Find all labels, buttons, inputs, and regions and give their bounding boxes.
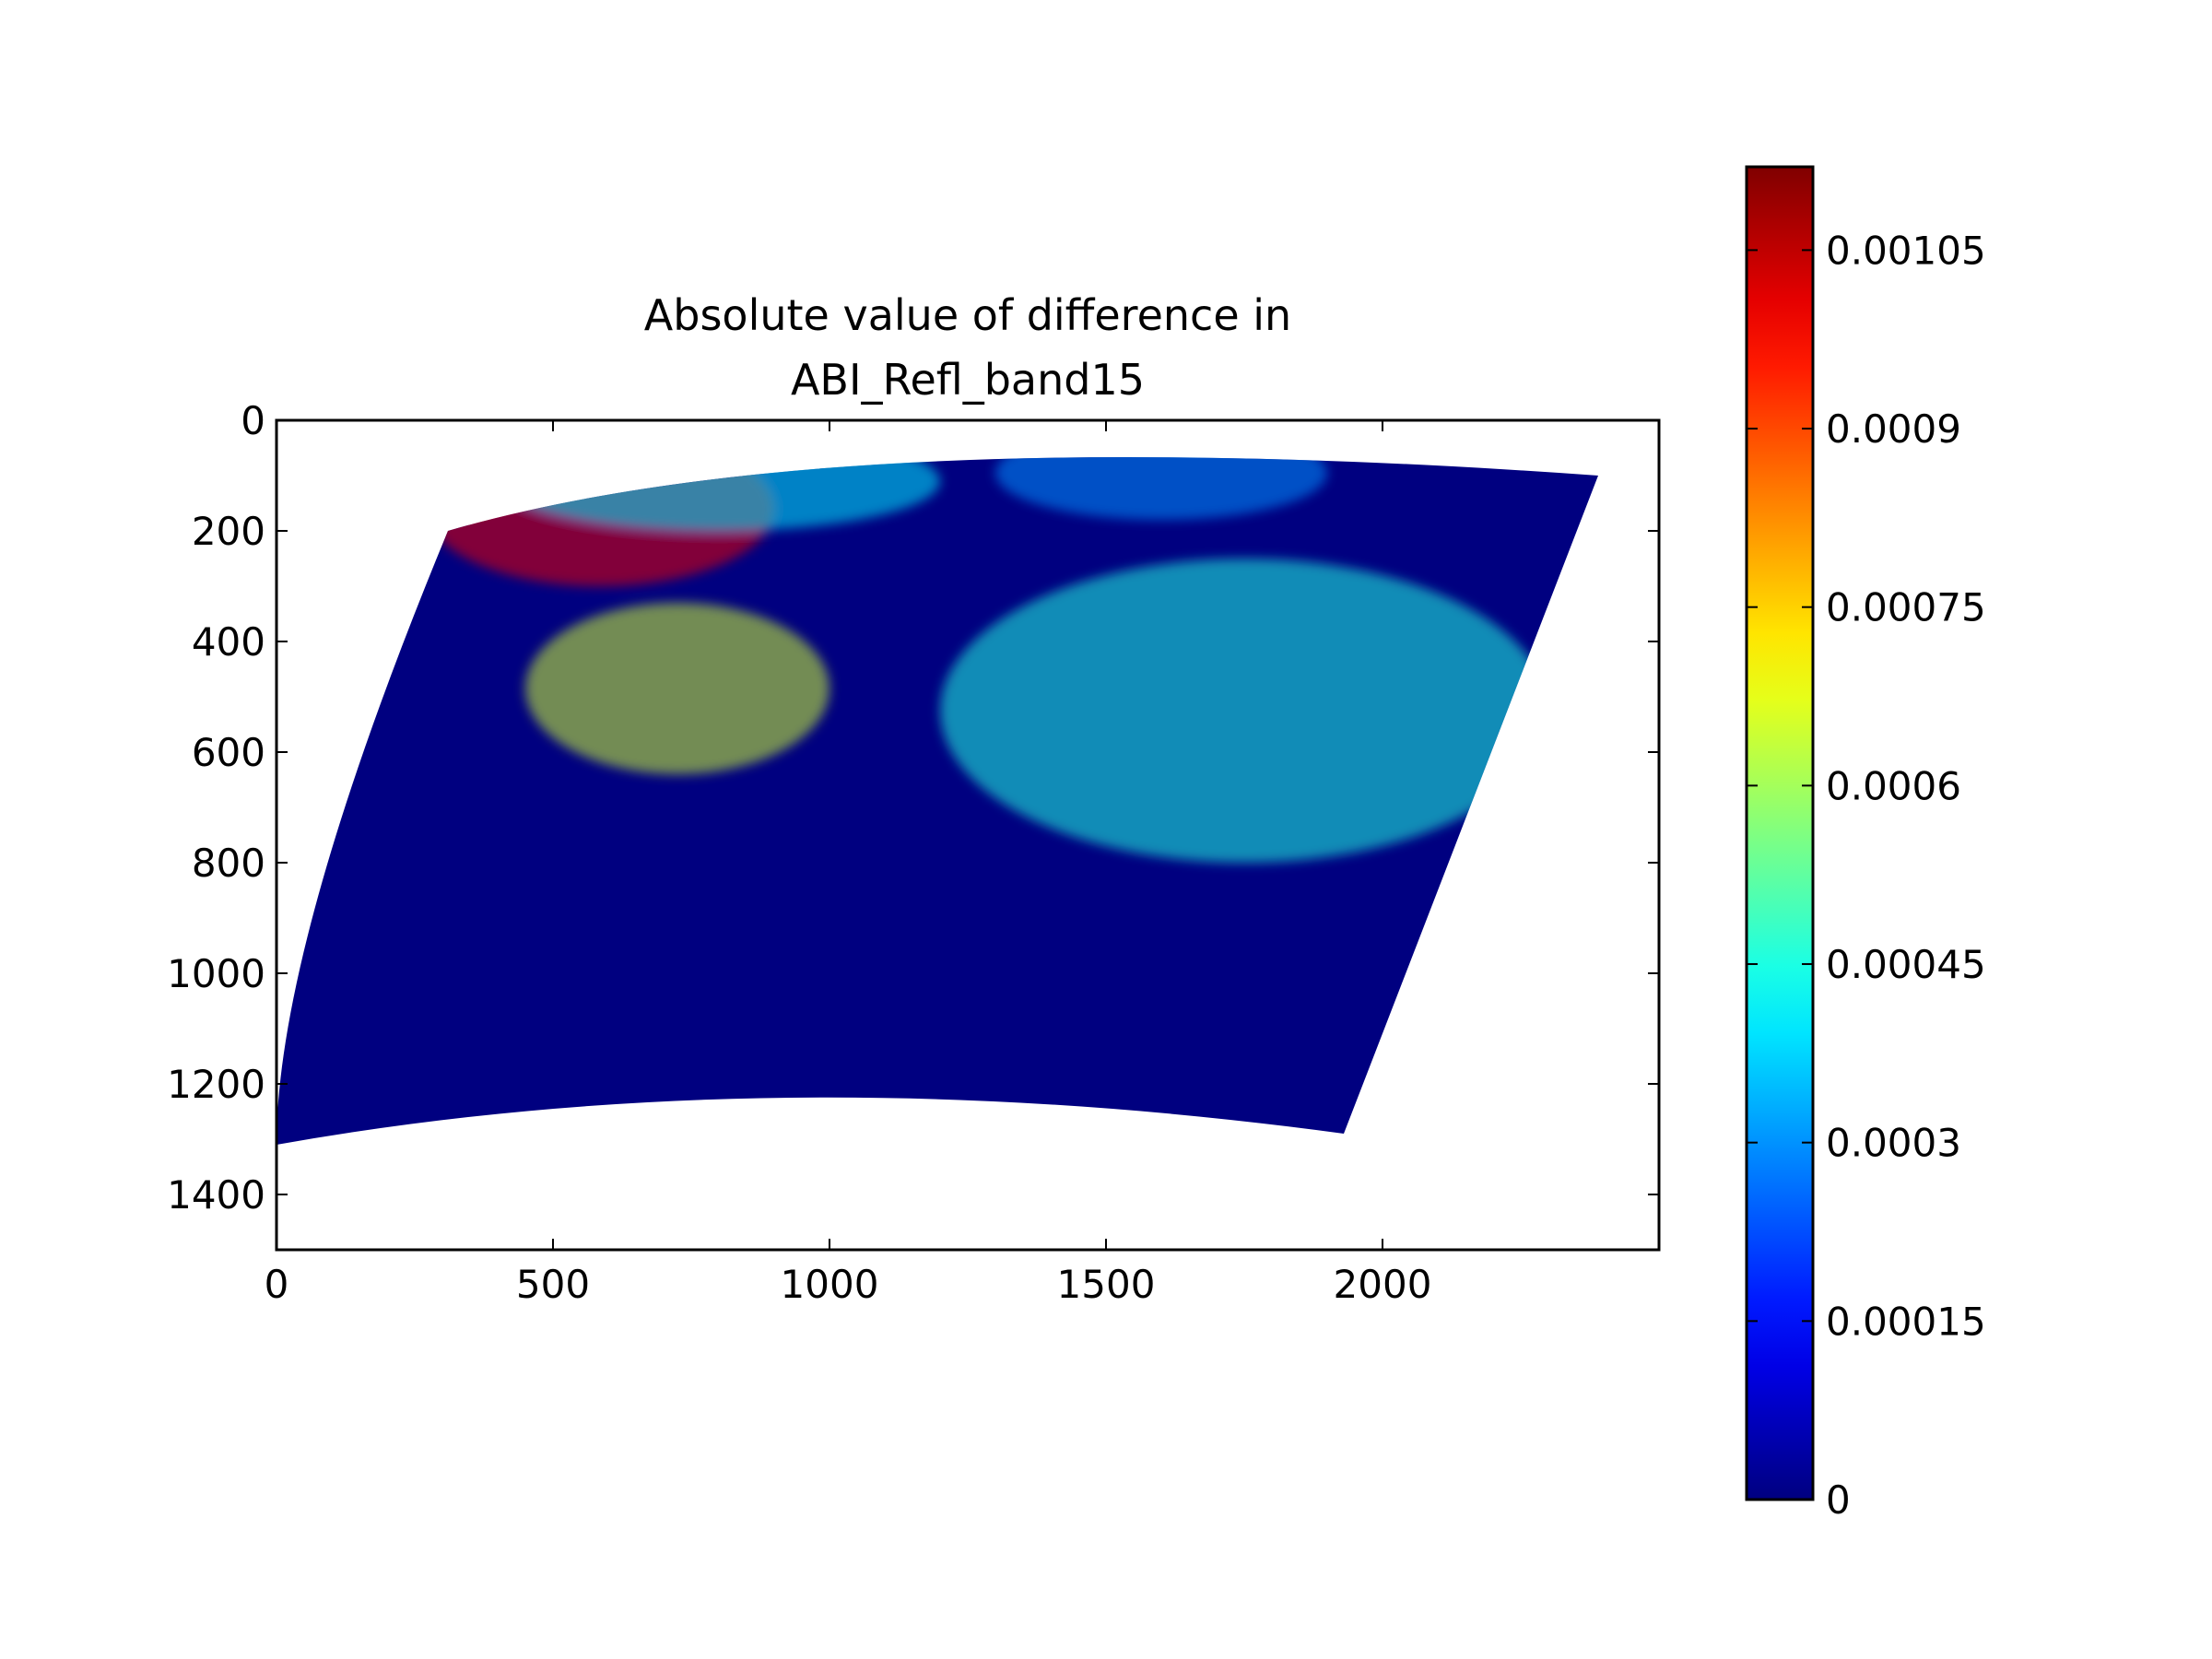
heatmap-image: [276, 457, 1598, 1145]
feature-2: [525, 603, 830, 774]
x-tick-label: 2000: [1334, 1262, 1432, 1307]
x-tick-label: 1000: [781, 1262, 879, 1307]
colorbar-tick-label: 0.00105: [1826, 228, 1986, 273]
feature-4: [995, 457, 1327, 520]
colorbar-ticks: 0 0.00015 0.0003 0.00045 0.0006 0.00075 0.0009…: [1747, 228, 1986, 1523]
x-tick-label: 500: [516, 1262, 590, 1307]
y-tick-label: 600: [192, 730, 265, 775]
chart-title-line-2: ABI_Refl_band15: [791, 355, 1145, 405]
y-axis: 0 200 400 600 800 1000 1200 1400: [167, 398, 1659, 1218]
x-tick-label: 1500: [1057, 1262, 1156, 1307]
y-tick-label: 800: [192, 841, 265, 886]
colorbar: [1745, 165, 1815, 1501]
colorbar-tick-label: 0.00015: [1826, 1299, 1986, 1344]
x-axis: 0 500 1000 1500 2000: [265, 420, 1432, 1307]
x-tick-label: 0: [265, 1262, 289, 1307]
y-tick-label: 0: [241, 398, 265, 443]
y-tick-label: 1400: [167, 1172, 265, 1218]
y-tick-label: 400: [192, 619, 265, 665]
plot-frame: [275, 418, 1661, 1252]
colorbar-tick-label: 0.00045: [1826, 942, 1986, 987]
y-tick-label: 1200: [167, 1062, 265, 1107]
chart-title-line-1: Absolute value of difference in: [644, 290, 1291, 340]
colorbar-tick-label: 0: [1826, 1477, 1851, 1523]
colorbar-tick-label: 0.0006: [1826, 763, 1961, 808]
y-tick-label: 200: [192, 509, 265, 554]
colorbar-tick-label: 0.0009: [1826, 406, 1961, 452]
feature-1: [498, 457, 940, 531]
y-tick-label: 1000: [167, 951, 265, 996]
colorbar-tick-label: 0.00075: [1826, 585, 1986, 630]
colorbar-tick-label: 0.0003: [1826, 1121, 1961, 1166]
feature-3: [940, 559, 1548, 863]
